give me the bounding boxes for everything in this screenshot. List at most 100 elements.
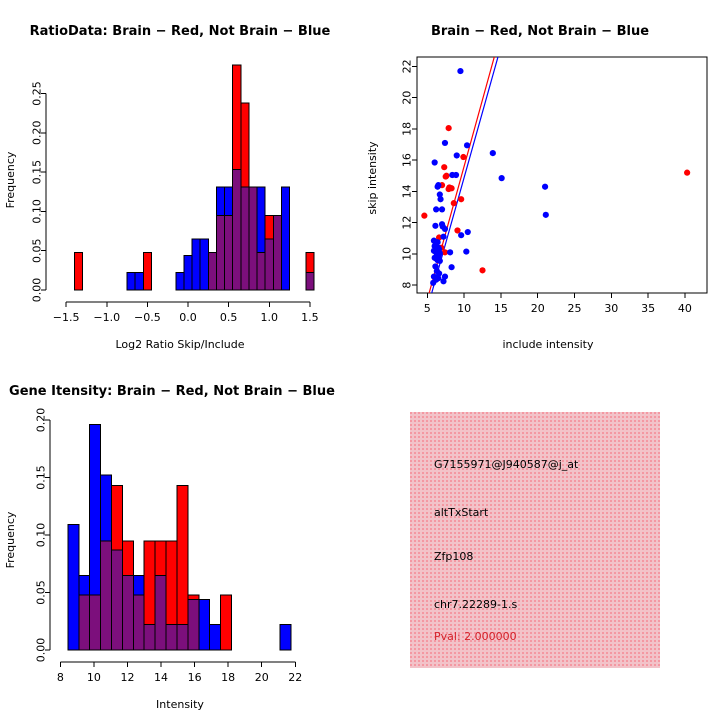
x-axis-tick-label: 20	[255, 671, 269, 684]
y-axis-tick-label: 14	[401, 184, 414, 198]
histogram-bar-brain	[73, 251, 83, 291]
scatter-point-notbrain	[440, 278, 447, 285]
info-pval: Pval: 2.000000	[434, 630, 517, 643]
histogram-bar-notbrain	[191, 238, 201, 291]
gene-histogram-xlabel: Intensity	[156, 698, 204, 711]
intensity-scatter-ylabel: skip intensity	[366, 141, 379, 215]
x-axis-tick-label: 14	[154, 671, 168, 684]
scatter-point-notbrain	[453, 152, 460, 159]
ratio-histogram-svg: RatioData: Brain − Red, Not Brain − Blue…	[4, 24, 331, 351]
x-axis-tick-label: 25	[568, 302, 582, 315]
histogram-bar-overlap	[215, 214, 226, 291]
histogram-bar-notbrain	[67, 524, 80, 651]
scatter-point-notbrain	[447, 249, 454, 256]
histogram-bar-notbrain	[126, 272, 136, 291]
y-axis-tick-label: 22	[401, 59, 414, 73]
scatter-point-notbrain	[458, 232, 465, 239]
y-axis-tick-label: 18	[401, 122, 414, 136]
x-axis-tick-label: 35	[641, 302, 655, 315]
gene-histogram-plot-area: 8 10 12 14 16 18 20 22 0.00 0.05 0.10 0.15 0.20	[35, 408, 303, 684]
histogram-bar-overlap	[187, 598, 200, 651]
y-axis-tick-label: 0.20	[31, 121, 44, 146]
scatter-point-notbrain	[440, 233, 447, 240]
x-axis-tick-label: 0.0	[179, 311, 197, 324]
histogram-bar-overlap	[305, 272, 315, 291]
y-axis-tick-label: 0.20	[35, 408, 48, 433]
histogram-bar-notbrain	[199, 238, 209, 291]
scatter-point-notbrain	[435, 270, 443, 277]
x-axis-tick-label: 1.5	[301, 311, 319, 324]
x-axis-tick-label: 20	[531, 302, 545, 315]
info-locus: chr7.22289-1.s	[434, 598, 518, 611]
scatter-point-brain	[454, 227, 461, 234]
scatter-point-notbrain	[452, 171, 460, 179]
histogram-bar-overlap	[272, 214, 282, 291]
scatter-point-notbrain	[457, 67, 464, 75]
histogram-bar-overlap	[176, 624, 189, 651]
scatter-point-brain	[445, 185, 452, 193]
histogram-bar-notbrain	[183, 254, 193, 291]
intensity-scatter-title: Brain − Red, Not Brain − Blue	[431, 24, 649, 39]
histogram-bar-overlap	[89, 594, 102, 651]
scatter-point-notbrain	[464, 228, 471, 236]
histogram-bar-notbrain	[134, 272, 144, 291]
regression-line	[431, 57, 499, 293]
scatter-point-notbrain	[436, 191, 443, 198]
x-axis-tick-label: 15	[494, 302, 508, 315]
annotation-infobox: G7155971@J940587@j_at altTxStart Zfp108 …	[410, 412, 660, 668]
panel-annotation-info: G7155971@J940587@j_at altTxStart Zfp108 …	[360, 360, 720, 720]
x-axis-tick-label: 1.0	[261, 311, 279, 324]
scatter-point-brain	[441, 164, 448, 171]
histogram-bar-notbrain	[209, 624, 222, 651]
intensity-scatter-plot-area: 5 10 15 20 25 30 35 40 8 10 12 14 16 18 20 22	[401, 56, 708, 315]
y-axis-tick-label: 0.10	[31, 199, 44, 224]
x-axis-tick-label: 30	[604, 302, 618, 315]
histogram-bar-overlap	[248, 186, 258, 291]
scatter-point-notbrain	[441, 225, 449, 233]
scatter-point-notbrain	[434, 183, 441, 190]
scatter-point-notbrain	[433, 206, 440, 213]
x-axis-tick-label: 18	[221, 671, 235, 684]
histogram-bar-overlap	[143, 624, 156, 651]
scatter-point-notbrain	[436, 257, 443, 265]
y-axis-tick-label: 10	[401, 247, 414, 261]
scatter-point-brain	[441, 249, 449, 256]
intensity-scatter-xlabel: include intensity	[502, 338, 594, 351]
intensity-scatter-svg: Brain − Red, Not Brain − Blue include in…	[366, 24, 708, 351]
histogram-bar-overlap	[78, 594, 91, 651]
scatter-point-notbrain	[432, 263, 439, 270]
histogram-bar-notbrain	[175, 272, 185, 291]
scatter-point-notbrain	[441, 139, 449, 147]
y-axis-tick-label: 0.00	[35, 638, 48, 663]
scatter-point-notbrain	[489, 150, 496, 157]
y-axis-tick-label: 0.15	[31, 160, 44, 185]
histogram-bar-overlap	[256, 251, 266, 291]
x-axis-tick-label: −1.0	[93, 311, 120, 324]
x-axis-tick-label: 0.5	[220, 311, 238, 324]
x-axis-tick-label: 22	[288, 671, 302, 684]
ratio-histogram-plot-area: −1.5 −1.0 −0.5 0.0 0.5 1.0 1.5 0.00 0.05 0.10 0.15…	[31, 64, 319, 324]
gene-histogram-svg: Gene Itensity: Brain − Red, Not Brain − …	[4, 384, 335, 711]
panel-gene-intensity-histogram: Gene Itensity: Brain − Red, Not Brain − …	[0, 360, 360, 720]
histogram-bar-overlap	[121, 574, 134, 651]
y-axis-tick-label: 0.10	[35, 523, 48, 548]
panel-intensity-scatter: Brain − Red, Not Brain − Blue include in…	[360, 0, 720, 360]
info-event-type: altTxStart	[434, 506, 489, 519]
x-axis-tick-label: 5	[424, 302, 431, 315]
histogram-bar-overlap	[207, 251, 217, 291]
scatter-point-brain	[450, 200, 457, 207]
ratio-histogram-title: RatioData: Brain − Red, Not Brain − Blue	[30, 24, 331, 39]
x-axis-tick-label: 40	[678, 302, 692, 315]
histogram-bar-overlap	[100, 540, 113, 651]
y-axis-tick-label: 0.00	[31, 278, 44, 303]
scatter-frame	[416, 56, 708, 294]
histogram-bar-notbrain	[280, 186, 291, 291]
gene-histogram-title: Gene Itensity: Brain − Red, Not Brain − …	[9, 384, 335, 399]
y-axis-tick-label: 16	[401, 153, 414, 167]
x-axis-tick-label: 16	[188, 671, 202, 684]
scatter-point-notbrain	[448, 264, 455, 271]
scatter-point-notbrain	[463, 142, 471, 149]
scatter-point-brain	[445, 125, 452, 132]
x-axis-tick-label: 8	[57, 671, 64, 684]
